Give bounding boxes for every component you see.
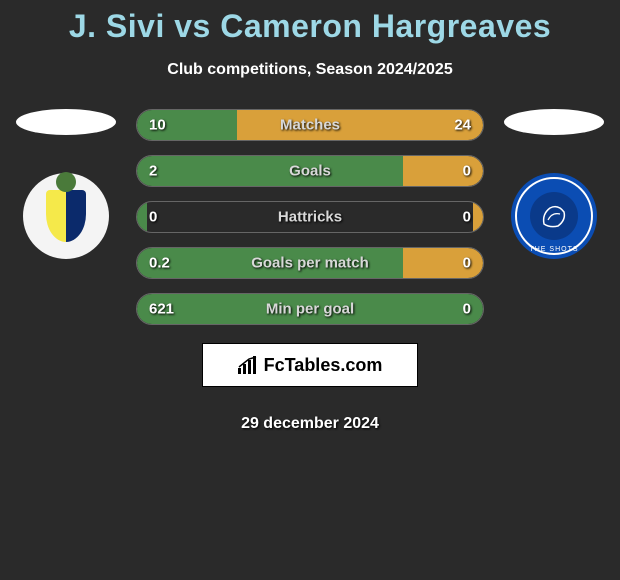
right-value: 0 [463, 301, 471, 318]
stat-row: Goals per match 0.2 0 [136, 247, 484, 279]
left-value: 0.2 [149, 255, 170, 272]
left-side [6, 109, 126, 259]
stat-row: Min per goal 621 0 [136, 293, 484, 325]
stat-bars: Matches1024Goals20Hattricks00Goals per m… [136, 109, 484, 325]
left-player-placeholder [16, 109, 116, 135]
stat-label: Hattricks [278, 209, 342, 226]
right-bar-fill [237, 110, 483, 140]
comparison-content: Matches1024Goals20Hattricks00Goals per m… [0, 109, 620, 325]
right-bar-fill [403, 156, 483, 186]
left-team-crest [23, 173, 109, 259]
page-title: J. Sivi vs Cameron Hargreaves [0, 0, 620, 45]
left-value: 2 [149, 163, 157, 180]
right-value: 0 [463, 209, 471, 226]
right-crest-ring [515, 177, 593, 255]
stat-row: Hattricks 0 0 [136, 201, 484, 233]
left-bar-fill [137, 202, 147, 232]
fctables-logo-icon [238, 356, 260, 374]
left-value: 0 [149, 209, 157, 226]
subtitle: Club competitions, Season 2024/2025 [0, 61, 620, 79]
right-crest-motto: THE SHOTS [529, 246, 578, 253]
left-value: 621 [149, 301, 174, 318]
stat-label: Goals [289, 163, 331, 180]
left-crest-ornament [56, 172, 76, 192]
right-bar-fill [403, 248, 483, 278]
fctables-logo-text: FcTables.com [264, 355, 383, 376]
left-bar-fill [137, 156, 403, 186]
stat-label: Min per goal [266, 301, 354, 318]
right-bar-fill [473, 202, 483, 232]
fctables-logo: FcTables.com [202, 343, 418, 387]
date-text: 29 december 2024 [0, 415, 620, 433]
stat-label: Matches [280, 117, 340, 134]
right-value: 0 [463, 163, 471, 180]
stat-label: Goals per match [251, 255, 369, 272]
right-value: 0 [463, 255, 471, 272]
left-value: 10 [149, 117, 166, 134]
left-crest-shield [46, 190, 86, 242]
right-player-placeholder [504, 109, 604, 135]
right-team-crest: THE SHOTS [511, 173, 597, 259]
right-value: 24 [454, 117, 471, 134]
stat-row: Matches 10 24 [136, 109, 484, 141]
stat-row: Goals 2 0 [136, 155, 484, 187]
right-side: THE SHOTS [494, 109, 614, 259]
